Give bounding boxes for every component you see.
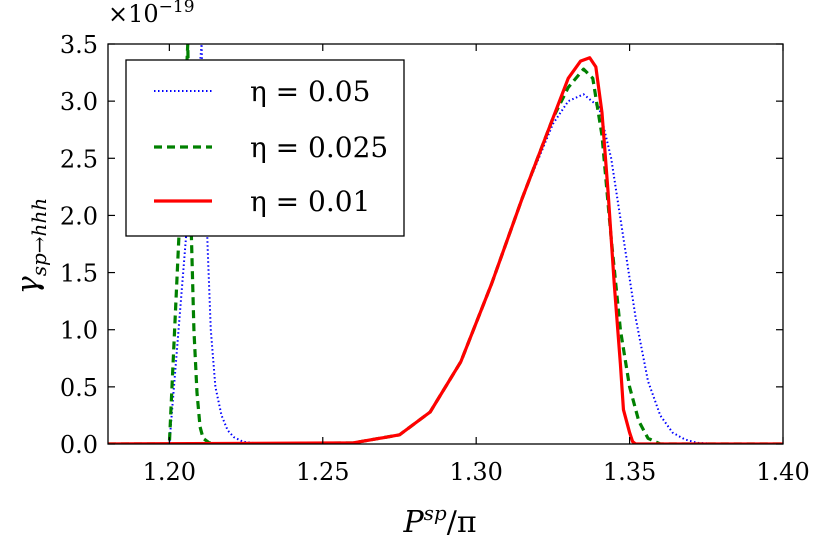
legend-label-2: η = 0.025: [250, 131, 388, 164]
y-tick-label: 0.5: [60, 374, 98, 402]
y-multiplier-label: ×10−19: [108, 0, 195, 28]
plot-frame: [107, 43, 784, 445]
x-tick-label: 1.30: [449, 458, 502, 486]
ticks-layer: 1.20 1.25 1.30 1.35 1.40 0.0 0.5 1.0 1.5 2.0 2.5 3.…: [60, 31, 810, 486]
series-line-3: [108, 56, 783, 444]
x-tick-label: 1.20: [143, 458, 196, 486]
x-tick-label: 1.25: [296, 458, 349, 486]
series-line-2: [108, 44, 783, 444]
legend-label-1: η = 0.05: [250, 75, 370, 108]
y-tick-label: 2.5: [60, 145, 98, 173]
y-tick-label: 0.0: [60, 431, 98, 459]
y-tick-label: 1.0: [60, 317, 98, 345]
y-tick-label: 3.5: [60, 31, 98, 59]
y-tick-label: 3.0: [60, 88, 98, 116]
y-tick-label: 1.5: [60, 260, 98, 288]
series-layer: [108, 44, 783, 444]
y-tick-label: 2.0: [60, 202, 98, 230]
y-axis-label: γsp→hhh: [11, 198, 51, 294]
legend-label-3: η = 0.01: [250, 185, 370, 218]
legend: η = 0.05 η = 0.025 η = 0.01: [125, 59, 405, 237]
x-tick-label: 1.35: [603, 458, 656, 486]
series-line-1: [108, 44, 783, 444]
x-axis-label: Psp/π: [402, 501, 476, 540]
x-tick-label: 1.40: [756, 458, 809, 486]
